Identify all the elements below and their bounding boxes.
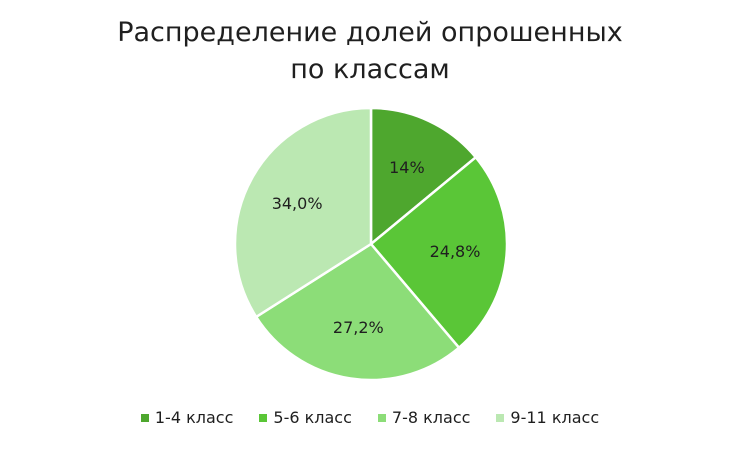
- legend-swatch-7-8: [377, 413, 386, 422]
- legend-item-1-4: 1-4 класс: [140, 408, 234, 427]
- legend-swatch-1-4: [140, 413, 149, 422]
- legend-item-9-11: 9-11 класс: [496, 408, 599, 427]
- chart-title: Распределение долей опрошенных по класса…: [0, 14, 740, 88]
- legend-item-7-8: 7-8 класс: [377, 408, 471, 427]
- pie-slice-7-8: [254, 242, 461, 382]
- legend: 1-4 класс 5-6 класс 7-8 класс 9-11 класс: [0, 408, 740, 427]
- legend-item-5-6: 5-6 класс: [259, 408, 352, 427]
- chart-title-line-2: по классам: [290, 54, 450, 85]
- pie-slice-5-6: [369, 155, 509, 350]
- slice-label-5-6: 24,8%: [430, 242, 481, 261]
- legend-swatch-9-11: [496, 413, 505, 422]
- legend-label-9-11: 9-11 класс: [510, 408, 600, 427]
- legend-label-7-8: 7-8 класс: [391, 408, 471, 427]
- legend-label-1-4: 1-4 класс: [154, 408, 234, 427]
- legend-swatch-5-6: [259, 413, 268, 422]
- pie-slice-9-11: [233, 106, 373, 319]
- legend-label-5-6: 5-6 класс: [273, 408, 352, 427]
- pie-slice-1-4: [369, 106, 478, 247]
- slice-label-9-11: 34,0%: [272, 194, 323, 213]
- slice-label-1-4: 14%: [389, 158, 425, 177]
- chart-title-line-1: Распределение долей опрошенных: [117, 17, 623, 48]
- slice-label-7-8: 27,2%: [333, 318, 384, 337]
